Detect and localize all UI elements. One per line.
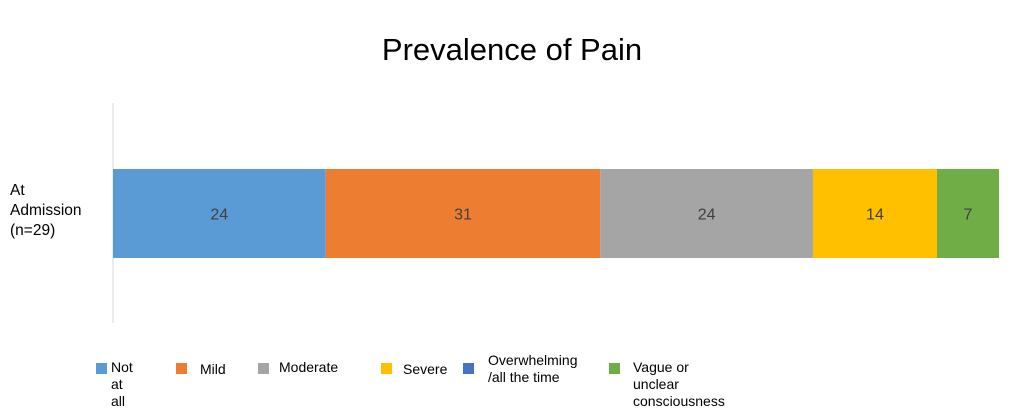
legend-swatch <box>381 363 392 374</box>
data-label-3: 14 <box>866 207 884 224</box>
legend-label: Not at all <box>111 359 133 409</box>
legend-label: Overwhelming /all the time <box>488 352 578 385</box>
legend-swatch <box>258 363 269 374</box>
bar-segment-0 <box>113 169 326 258</box>
data-label-1: 31 <box>454 207 472 224</box>
bar-segment-1 <box>325 169 601 258</box>
legend-label: Moderate <box>279 359 339 375</box>
data-label-0: 24 <box>210 207 228 224</box>
chart-title: Prevalence of Pain <box>381 32 643 67</box>
legend-swatch <box>609 363 620 374</box>
bar-segment-3 <box>812 169 937 258</box>
legend-label: Severe <box>403 361 448 377</box>
legend-swatch <box>463 363 474 374</box>
legend-swatch <box>96 363 107 374</box>
category-label: At Admission (n=29) <box>10 182 82 239</box>
legend-label: Mild <box>200 361 226 377</box>
bar-group: 24 31 24 14 7 <box>113 169 999 258</box>
data-label-2: 24 <box>698 207 716 224</box>
legend-swatch <box>176 363 187 374</box>
bar-segment-2 <box>600 169 813 258</box>
data-label-5: 7 <box>964 207 973 224</box>
bar-segment-5 <box>936 169 999 258</box>
legend-label: Vague or unclear consciousness <box>633 359 725 409</box>
